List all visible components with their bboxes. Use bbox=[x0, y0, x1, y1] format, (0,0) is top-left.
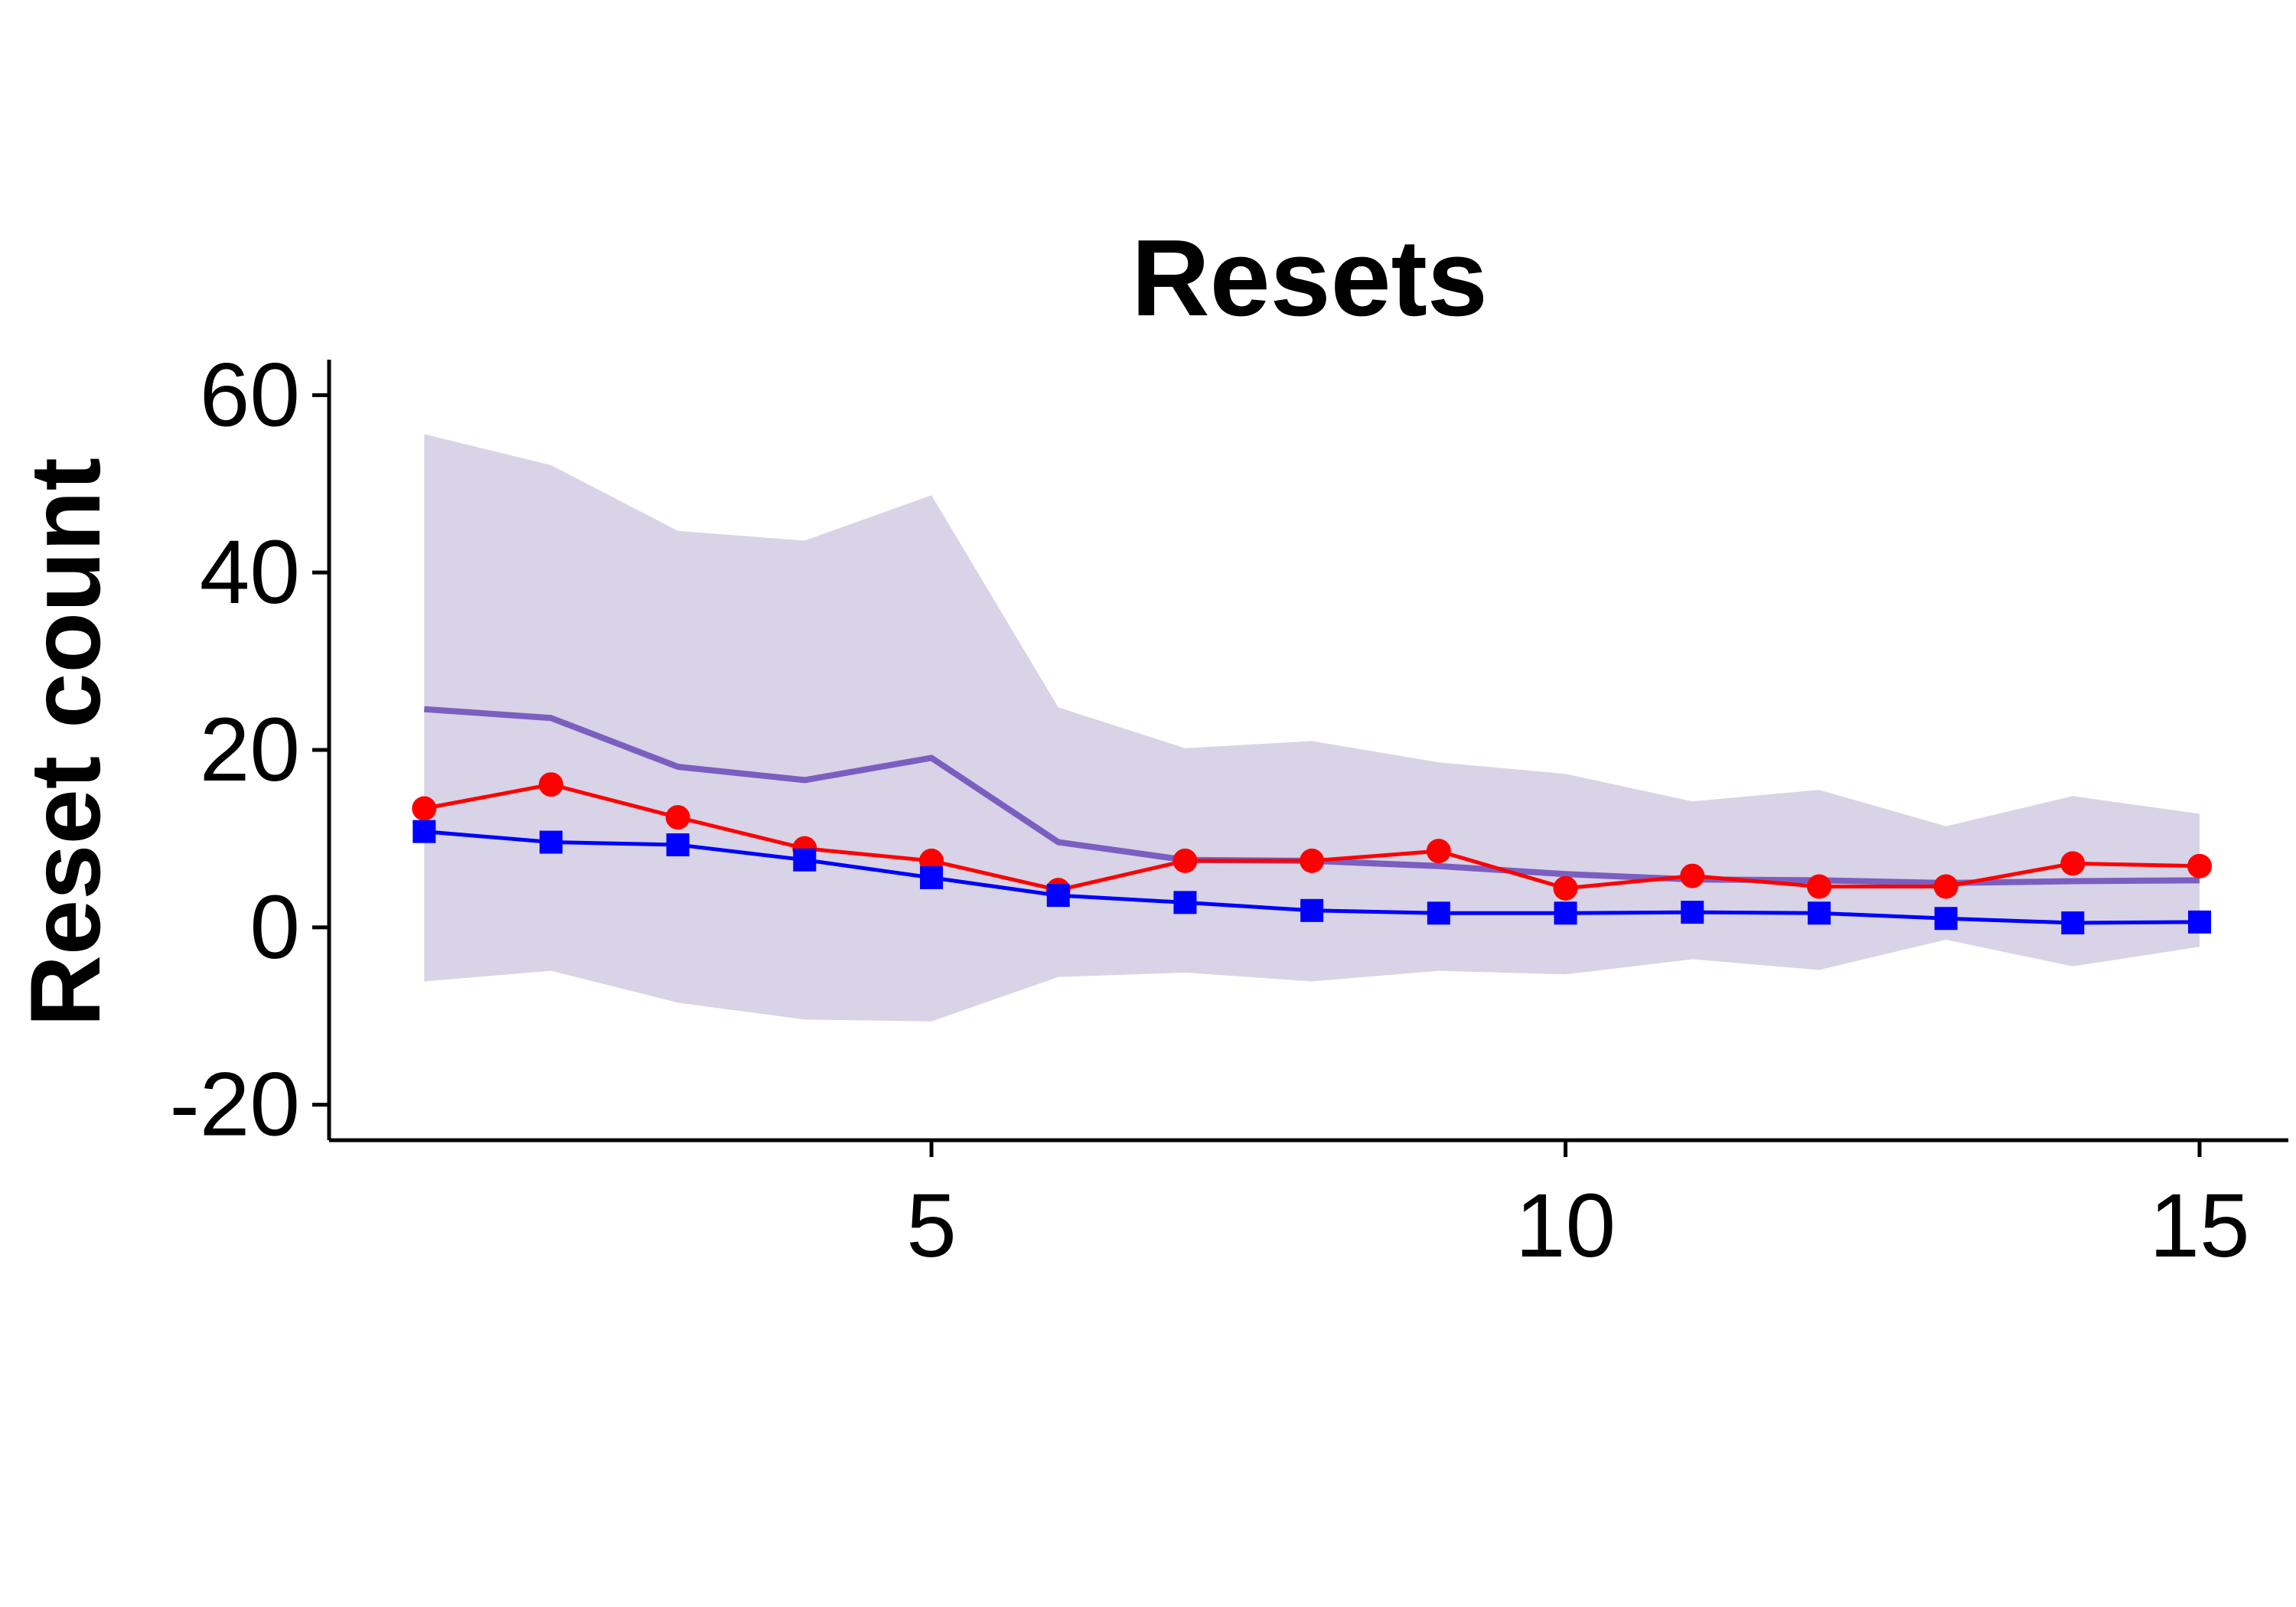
data-point bbox=[412, 796, 437, 821]
data-point bbox=[2061, 911, 2085, 935]
data-point bbox=[539, 830, 563, 854]
data-point bbox=[2187, 853, 2213, 878]
y-tick-label: 0 bbox=[249, 877, 300, 978]
data-point bbox=[1172, 848, 1198, 873]
y-tick-label: 60 bbox=[200, 344, 300, 445]
y-tick-label: 20 bbox=[200, 699, 300, 800]
x-tick-label: 15 bbox=[2149, 1175, 2249, 1276]
axes: -20 0 20 40 60 5 10 15 bbox=[169, 344, 2288, 1276]
data-point bbox=[1300, 898, 1324, 922]
data-point bbox=[1300, 848, 1325, 873]
data-point bbox=[1426, 839, 1451, 864]
series-layer bbox=[412, 706, 2213, 935]
data-point bbox=[1807, 901, 1831, 925]
data-point bbox=[1553, 875, 1578, 901]
data-point bbox=[1934, 907, 1958, 931]
data-point bbox=[538, 772, 563, 797]
data-point bbox=[793, 848, 817, 872]
data-point bbox=[1806, 874, 1831, 899]
data-point bbox=[666, 833, 690, 857]
data-point bbox=[2060, 851, 2086, 876]
data-point bbox=[1173, 891, 1197, 914]
data-point bbox=[1681, 901, 1704, 924]
data-point bbox=[920, 865, 944, 889]
data-point bbox=[1933, 874, 1958, 899]
data-point bbox=[413, 820, 436, 843]
confidence-band-layer bbox=[424, 434, 2200, 1022]
data-point bbox=[1427, 901, 1450, 925]
data-point bbox=[1046, 884, 1070, 908]
chart-title: Resets bbox=[1131, 217, 1488, 339]
x-tick-label: 5 bbox=[906, 1175, 957, 1276]
data-point bbox=[665, 805, 690, 830]
data-point bbox=[1554, 901, 1577, 925]
x-tick-label: 10 bbox=[1515, 1175, 1616, 1276]
data-point bbox=[1680, 863, 1705, 888]
y-axis-label: Reset count bbox=[9, 458, 121, 1027]
y-tick-label: 40 bbox=[200, 522, 300, 623]
confidence-band bbox=[424, 434, 2200, 1022]
y-tick-label: -20 bbox=[169, 1054, 300, 1156]
data-point bbox=[2188, 910, 2212, 934]
blue-square-series bbox=[413, 820, 2212, 935]
